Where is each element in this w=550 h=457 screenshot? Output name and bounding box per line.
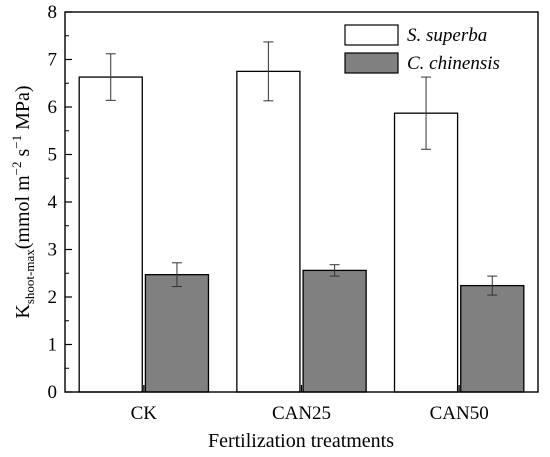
y-tick-label: 8 [48,2,58,23]
legend-label: C. chinensis [407,53,500,74]
bar [78,76,143,393]
bar [302,269,367,393]
y-tick-label: 5 [48,145,58,166]
y-tick-label: 0 [48,382,58,403]
legend-swatch [344,52,399,74]
y-tick-label: 7 [48,50,58,71]
y-axis-title-unit-mid: s [12,149,34,162]
x-tick-label: CAN25 [272,403,331,424]
y-axis-title: Kshoot-max(mmol m−2 s−1 MPa) [9,85,37,318]
x-axis: CK CAN25 CAN50 [131,385,489,424]
x-tick-label: CAN50 [430,403,489,424]
error-bars-layer [105,41,498,296]
y-axis-title-subscript: shoot-max [22,249,37,304]
y-tick-label: 6 [48,97,58,118]
y-tick-label: 3 [48,240,58,261]
bar [236,70,301,393]
y-axis-title-exponent-2: −1 [9,135,24,149]
y-axis-title-exponent-1: −2 [9,162,24,176]
x-tick-label: CK [131,403,158,424]
y-tick-label: 4 [48,192,58,213]
y-tick-label: 1 [48,335,58,356]
legend: S. superba C. chinensis [344,24,500,74]
bars-layer [78,70,525,393]
y-axis-title-unit-suffix: MPa) [12,85,34,134]
y-axis-title-unit-prefix: (mmol m [12,175,34,249]
legend-swatch [344,24,399,46]
x-axis-title: Fertilization treatments [208,430,394,452]
y-tick-label: 2 [48,287,58,308]
y-axis-title-main: K [12,304,34,319]
legend-label: S. superba [407,25,487,46]
bar [144,274,210,393]
y-axis: 0 1 2 3 4 5 6 7 8 [48,2,72,403]
bar [393,112,459,393]
bar [460,284,525,393]
